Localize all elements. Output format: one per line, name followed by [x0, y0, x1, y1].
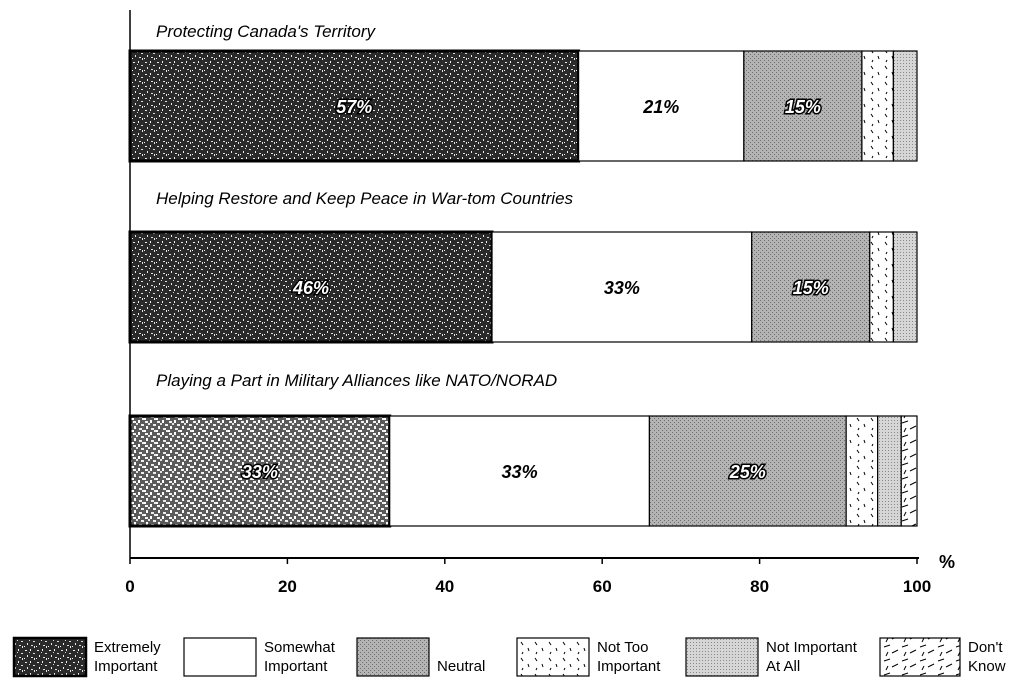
legend-swatch [356, 637, 430, 677]
bar-title: Protecting Canada's Territory [156, 22, 376, 41]
legend-label: Important [94, 658, 158, 675]
legend-item-not-too-important: Not Too Important [516, 637, 661, 677]
x-axis-unit-label: % [939, 552, 955, 572]
bar-segment-don-t-know [900, 415, 918, 527]
legend-label: Not Too [597, 639, 648, 656]
legend-label: At All [766, 658, 800, 675]
bar-group: Playing a Part in Military Alliances lik… [128, 371, 918, 528]
bar-segment-somewhat-important [389, 415, 651, 527]
legend-label: Neutral [437, 658, 485, 675]
data-label: 21% [642, 97, 679, 117]
bar-segment-not-too-important [861, 50, 894, 162]
legend-swatch [516, 637, 590, 677]
legend-swatch [183, 637, 257, 677]
x-tick-label: 20 [278, 577, 297, 596]
x-tick-label: 80 [750, 577, 769, 596]
legend-label: Don't [968, 639, 1003, 656]
x-axis: 0 20 40 60 80 100% [125, 10, 955, 596]
x-tick-label: 40 [435, 577, 454, 596]
data-label: 15% [785, 97, 821, 117]
x-tick-label: 0 [125, 577, 134, 596]
legend-label: Somewhat [264, 639, 336, 656]
legend-item-somewhat-important: Somewhat Important [183, 637, 336, 677]
data-label: 33% [502, 462, 538, 482]
data-label: 33% [242, 462, 278, 482]
data-label: 15% [793, 278, 829, 298]
data-label: 33% [604, 278, 640, 298]
x-tick-label: 60 [593, 577, 612, 596]
bar-group: Protecting Canada's Territory 57% 21% 15% [128, 22, 918, 163]
bars: Protecting Canada's Territory 57% 21% 15% He… [128, 22, 918, 528]
bar-segment-not-too-important [845, 415, 879, 527]
bar-segment-not-too-important [869, 231, 894, 343]
legend-label: Know [968, 658, 1006, 675]
legend-swatch [12, 636, 88, 678]
legend-swatch [685, 637, 759, 677]
data-label: 57% [336, 97, 372, 117]
legend-label: Important [597, 658, 661, 675]
legend-swatch [879, 637, 961, 677]
legend: Extremely Important Somewhat Important Neutr… [12, 636, 1006, 678]
bar-segment-somewhat-important [577, 50, 745, 162]
legend-item-don-t-know: Don't Know [879, 637, 1006, 677]
bar-segment-somewhat-important [491, 231, 753, 343]
legend-label: Important [264, 658, 328, 675]
x-tick-label: 100 [903, 577, 931, 596]
legend-item-neutral: Neutral [356, 637, 485, 677]
legend-label: Not Important [766, 639, 858, 656]
bar-segment-neutral [751, 231, 871, 343]
data-label: 46% [292, 278, 329, 298]
bar-segment-neutral [648, 415, 847, 527]
data-label: 25% [729, 462, 766, 482]
bar-segment-extremely-important [128, 414, 392, 528]
bar-segment-not-important-at-all [877, 415, 902, 527]
bar-title: Playing a Part in Military Alliances lik… [156, 371, 557, 390]
bar-title: Helping Restore and Keep Peace in War-to… [156, 189, 574, 208]
bar-segment-not-important-at-all [892, 50, 918, 162]
legend-item-not-important-at-all: Not Important At All [685, 637, 858, 677]
legend-label: Extremely [94, 639, 161, 656]
bar-group: Helping Restore and Keep Peace in War-to… [128, 189, 918, 344]
bar-segment-not-important-at-all [892, 231, 918, 343]
legend-item-extremely-important: Extremely Important [12, 636, 161, 678]
